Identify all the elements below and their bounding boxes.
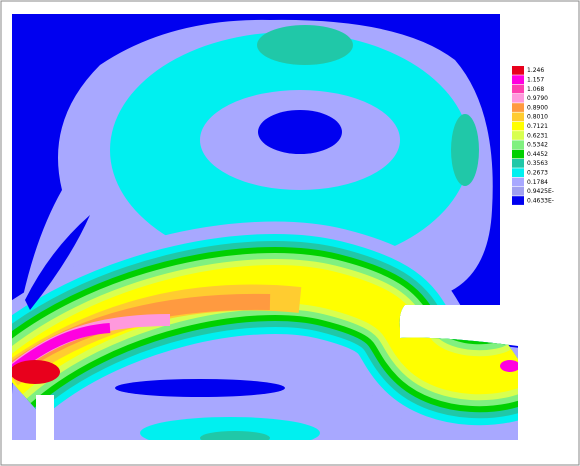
legend-swatch <box>512 140 524 150</box>
legend-swatch <box>512 103 524 112</box>
contour-plot <box>12 14 518 440</box>
contour-region <box>12 360 60 384</box>
contour-region <box>451 114 479 186</box>
legend-label: 0.8900 <box>527 104 548 111</box>
contour-region <box>115 379 285 397</box>
legend-swatch <box>512 177 524 187</box>
legend-label: 0.2673 <box>527 169 548 176</box>
legend-label: 0.4633E- <box>527 197 554 204</box>
contour-region <box>257 25 353 65</box>
legend-label: 0.6231 <box>527 132 548 139</box>
legend-label: 1.157 <box>527 76 544 83</box>
legend-label: 0.1784 <box>527 179 548 186</box>
legend-swatch <box>512 149 524 159</box>
legend-label: 0.9425E- <box>527 188 554 195</box>
contour-region <box>200 431 270 440</box>
legend-swatch <box>512 159 524 168</box>
legend-swatch <box>512 121 524 131</box>
legend-swatch <box>512 112 524 122</box>
legend-swatch <box>512 186 524 196</box>
contour-region <box>500 360 518 372</box>
legend-label: 0.3563 <box>527 160 548 167</box>
legend-label: 0.5342 <box>527 142 548 149</box>
legend-label: 0.9790 <box>527 95 548 102</box>
legend-swatch <box>512 84 524 94</box>
legend-label: 0.4452 <box>527 151 548 158</box>
legend-label: 0.8010 <box>527 114 548 121</box>
legend: 1.246 1.157 1.068 0.9790 0.8900 0.8010 0.7121 0… <box>512 66 554 205</box>
contour-region <box>25 215 90 310</box>
legend-label: 0.7121 <box>527 123 548 130</box>
legend-swatch <box>512 66 524 75</box>
legend-swatch <box>512 75 524 84</box>
legend-label: 1.246 <box>527 67 544 74</box>
legend-swatch <box>512 168 524 177</box>
contour-region <box>258 110 342 154</box>
legend-swatch <box>512 93 524 103</box>
legend-swatch <box>512 131 524 140</box>
legend-swatch <box>512 196 524 205</box>
legend-label: 1.068 <box>527 86 544 93</box>
